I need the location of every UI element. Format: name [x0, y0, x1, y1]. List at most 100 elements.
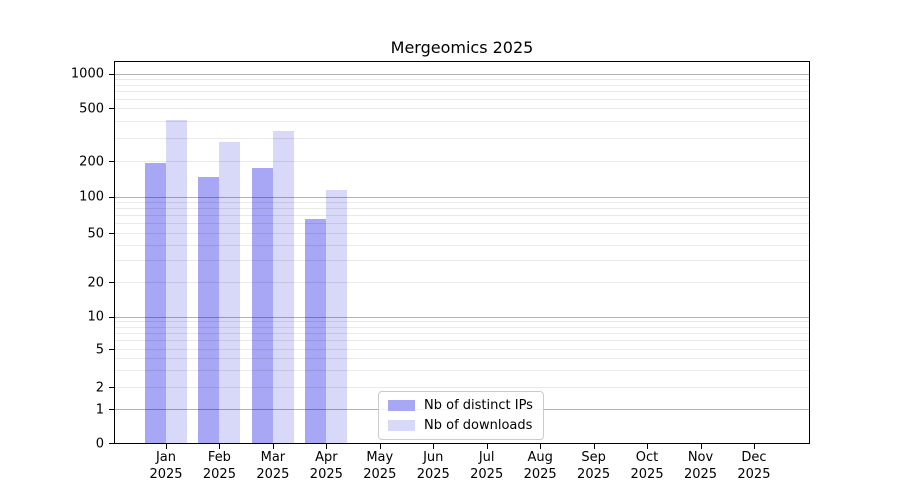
y-tick-mark-500 [109, 108, 114, 110]
x-tick-year: 2025 [416, 467, 450, 482]
x-tick-mark-apr [326, 444, 328, 449]
y-tick-label-200: 200 [79, 154, 104, 169]
x-tick-month: Jan [155, 450, 177, 465]
y-gridline-minor-4 [115, 358, 809, 360]
y-gridline-minor-20 [115, 282, 809, 283]
x-tick-year: 2025 [630, 467, 664, 482]
y-gridline-minor-5 [115, 349, 809, 350]
legend-swatch-distinct-ips [388, 400, 415, 411]
x-tick-mark-nov [700, 444, 702, 449]
x-tick-year: 2025 [737, 467, 771, 482]
y-gridline-minor-8 [115, 326, 809, 328]
x-tick-mark-oct [647, 444, 649, 449]
x-tick-label-may: May 2025 [340, 449, 420, 483]
y-gridline-minor-7 [115, 333, 809, 335]
x-tick-year: 2025 [149, 467, 183, 482]
bar-distinct-ips-feb [198, 176, 220, 443]
x-tick-label-jun: Jun 2025 [393, 449, 473, 483]
y-tick-mark-1 [109, 409, 114, 410]
x-tick-month: Mar [260, 450, 286, 465]
y-gridline-major-1000 [115, 73, 809, 75]
y-tick-label-50: 50 [87, 226, 104, 241]
x-tick-label-nov: Nov 2025 [661, 449, 741, 483]
x-tick-label-dec: Dec 2025 [714, 449, 794, 483]
y-tick-mark-200 [109, 161, 114, 162]
y-gridline-minor-700 [115, 91, 809, 93]
x-tick-mark-jan [166, 444, 167, 449]
y-gridline-minor-6 [115, 340, 809, 342]
x-tick-year: 2025 [683, 467, 718, 482]
x-tick-mark-jul [486, 444, 488, 449]
y-tick-label-10: 10 [87, 309, 104, 325]
y-gridline-minor-50 [115, 233, 809, 234]
x-tick-mark-dec [753, 444, 755, 449]
x-tick-label-apr: Apr 2025 [286, 449, 366, 483]
y-gridline-minor-800 [115, 84, 809, 86]
bar-downloads-mar [272, 130, 294, 443]
bar-distinct-ips-apr [305, 219, 327, 443]
x-tick-year: 2025 [256, 467, 290, 482]
bar-distinct-ips-mar [251, 168, 273, 443]
x-tick-mark-mar [272, 444, 274, 449]
x-tick-month: May [366, 450, 394, 465]
y-tick-label-1: 1 [95, 402, 104, 417]
y-gridline-minor-80 [115, 208, 809, 210]
x-tick-month: Apr [315, 450, 338, 465]
x-tick-month: Oct [635, 450, 659, 465]
legend-swatch-downloads [388, 420, 415, 431]
x-tick-mark-may [379, 444, 381, 449]
bar-downloads-feb [219, 141, 241, 443]
y-tick-label-0: 0 [95, 436, 104, 451]
y-gridline-minor-60 [115, 223, 809, 225]
x-tick-year: 2025 [202, 467, 236, 482]
legend-item-distinct-ips: Nb of distinct IPs [388, 398, 534, 413]
x-tick-label-oct: Oct 2025 [607, 449, 687, 483]
grid-layer [115, 62, 809, 443]
y-gridline-major-10 [115, 316, 809, 318]
y-tick-mark-1000 [109, 73, 114, 75]
y-gridline-minor-300 [115, 137, 809, 139]
x-tick-mark-jun [433, 444, 435, 449]
y-gridline-minor-400 [115, 121, 809, 123]
y-tick-mark-2 [109, 387, 114, 388]
y-gridline-minor-200 [115, 161, 809, 162]
y-tick-label-1000: 1000 [70, 66, 104, 82]
y-tick-mark-10 [109, 316, 114, 318]
x-tick-year: 2025 [577, 467, 611, 482]
legend: Nb of distinct IPs Nb of downloads [378, 391, 544, 440]
x-tick-month: Jul [478, 450, 495, 465]
y-gridline-minor-70 [115, 215, 809, 217]
x-tick-month: Jun [423, 450, 444, 465]
x-tick-label-jan: Jan 2025 [126, 449, 206, 483]
plot-area [114, 61, 810, 444]
x-tick-year: 2025 [309, 467, 343, 482]
x-tick-month: Dec [741, 450, 767, 465]
y-tick-label-5: 5 [95, 342, 104, 357]
x-tick-label-mar: Mar 2025 [233, 449, 313, 483]
x-tick-year: 2025 [523, 467, 557, 482]
y-gridline-minor-500 [115, 108, 809, 110]
x-tick-label-aug: Aug 2025 [500, 449, 580, 483]
y-tick-mark-100 [109, 196, 114, 198]
x-tick-mark-sep [593, 444, 595, 449]
x-tick-mark-feb [219, 444, 221, 449]
y-gridline-minor-600 [115, 99, 809, 101]
y-tick-mark-5 [109, 349, 114, 350]
y-gridline-minor-900 [115, 78, 809, 80]
y-gridline-minor-9 [115, 321, 809, 323]
y-tick-mark-0 [109, 443, 114, 444]
bar-downloads-jan [166, 120, 187, 443]
y-gridline-minor-90 [115, 202, 809, 204]
x-tick-month: Aug [527, 450, 553, 465]
y-tick-mark-50 [109, 233, 114, 234]
y-gridline-major-100 [115, 196, 809, 198]
legend-label-distinct-ips: Nb of distinct IPs [424, 398, 533, 413]
y-gridline-minor-40 [115, 244, 809, 246]
y-tick-mark-20 [109, 282, 114, 283]
y-tick-label-2: 2 [95, 380, 104, 395]
chart-title: Mergeomics 2025 [390, 38, 534, 57]
bar-distinct-ips-jan [145, 163, 166, 443]
x-tick-month: Nov [687, 450, 714, 465]
x-tick-year: 2025 [363, 467, 397, 482]
